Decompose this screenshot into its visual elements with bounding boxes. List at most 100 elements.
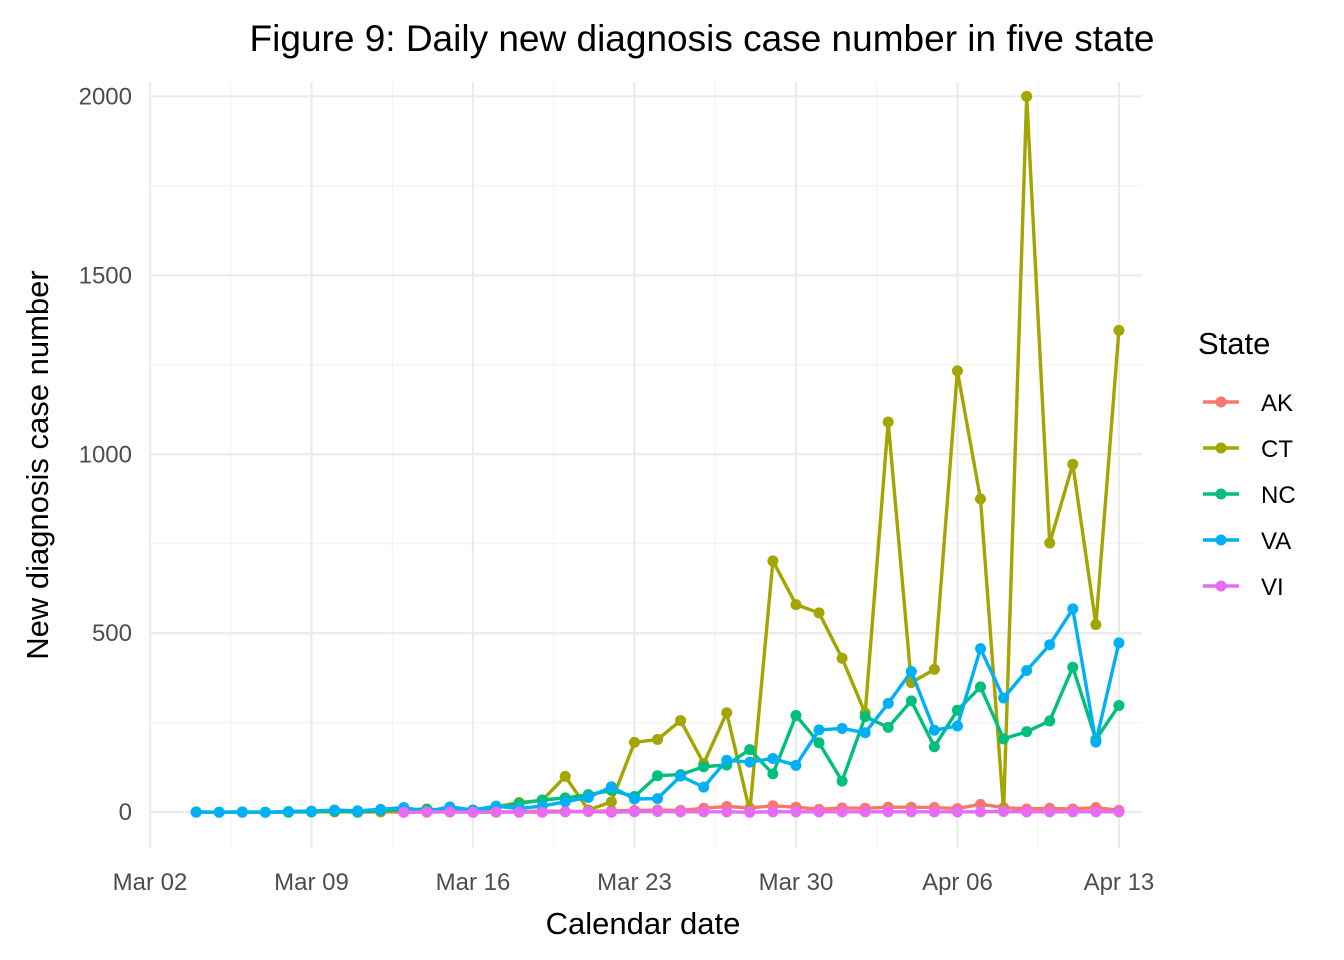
- data-point-nc: [1044, 715, 1056, 727]
- major-gridlines: [148, 82, 1142, 848]
- x-tick-label: Apr 13: [1084, 869, 1155, 896]
- data-point-vi: [605, 806, 617, 818]
- data-point-vi: [559, 806, 571, 818]
- data-point-nc: [859, 711, 871, 723]
- legend-label: VA: [1261, 528, 1291, 555]
- data-point-va: [859, 727, 871, 739]
- data-point-va: [282, 805, 294, 817]
- series-layer: [190, 90, 1125, 818]
- data-point-nc: [744, 744, 756, 756]
- data-point-ct: [1044, 537, 1056, 549]
- data-point-va: [605, 781, 617, 793]
- data-point-ct: [928, 663, 940, 675]
- series-line-vi: [403, 809, 1119, 814]
- y-axis-title: New diagnosis case number: [20, 270, 55, 659]
- data-point-vi: [905, 806, 917, 818]
- data-point-nc: [928, 741, 940, 753]
- y-axis-ticks: 0 500 1000 1500 2000: [79, 83, 132, 826]
- data-point-nc: [882, 721, 894, 733]
- data-point-va: [305, 805, 317, 817]
- data-point-va: [1090, 736, 1102, 748]
- legend-label: VI: [1261, 574, 1284, 601]
- legend-items: AK CT NC VA VI: [1203, 390, 1296, 601]
- data-point-va: [375, 803, 387, 815]
- legend-label: CT: [1261, 436, 1293, 463]
- legend-label: NC: [1261, 482, 1296, 509]
- series-vi: [398, 805, 1125, 818]
- data-point-va: [190, 806, 202, 818]
- chart-title: Figure 9: Daily new diagnosis case numbe…: [250, 18, 1155, 59]
- x-tick-label: Mar 02: [113, 869, 188, 896]
- y-tick-label: 500: [92, 620, 132, 647]
- data-point-nc: [998, 733, 1010, 745]
- data-point-va: [675, 770, 687, 782]
- minor-gridlines: [150, 82, 1142, 848]
- data-point-vi: [1113, 806, 1125, 818]
- data-point-nc: [975, 681, 987, 693]
- x-tick-label: Mar 30: [759, 869, 834, 896]
- legend-item-ct: CT: [1203, 436, 1293, 463]
- data-point-vi: [744, 806, 756, 818]
- data-point-ak: [975, 798, 987, 810]
- data-point-ct: [1113, 324, 1125, 336]
- data-point-vi: [1044, 806, 1056, 818]
- data-point-vi: [675, 806, 687, 818]
- y-tick-label: 2000: [79, 83, 132, 110]
- data-point-vi: [975, 806, 987, 818]
- data-point-va: [352, 805, 364, 817]
- data-point-ct: [559, 770, 571, 782]
- y-tick-label: 0: [119, 799, 132, 826]
- data-point-va: [951, 720, 963, 732]
- data-point-va: [975, 643, 987, 655]
- data-point-va: [1067, 603, 1079, 615]
- data-point-nc: [767, 768, 779, 780]
- data-point-ct: [836, 652, 848, 664]
- data-point-vi: [628, 806, 640, 818]
- x-tick-label: Mar 09: [274, 869, 349, 896]
- data-point-va: [790, 759, 802, 771]
- data-point-ct: [975, 493, 987, 505]
- data-point-vi: [536, 806, 548, 818]
- legend-key-point: [1215, 488, 1227, 500]
- data-point-ct: [790, 599, 802, 611]
- data-point-va: [259, 806, 271, 818]
- data-point-vi: [859, 806, 871, 818]
- data-point-va: [721, 754, 733, 766]
- data-point-va: [236, 806, 248, 818]
- data-point-vi: [998, 805, 1010, 817]
- legend-item-va: VA: [1203, 528, 1291, 555]
- data-point-nc: [813, 737, 825, 749]
- data-point-va: [213, 806, 225, 818]
- data-point-ct: [652, 734, 664, 746]
- data-point-vi: [513, 806, 525, 818]
- data-point-va: [1113, 637, 1125, 649]
- x-axis-title: Calendar date: [546, 906, 741, 941]
- data-point-nc: [1067, 661, 1079, 673]
- legend-key-point: [1215, 534, 1227, 546]
- data-point-va: [744, 756, 756, 768]
- data-point-ct: [1090, 619, 1102, 631]
- data-point-va: [767, 753, 779, 765]
- data-point-ct: [882, 416, 894, 428]
- data-point-ct: [675, 715, 687, 727]
- legend-key-point: [1215, 442, 1227, 454]
- data-point-vi: [698, 806, 710, 818]
- data-point-nc: [1021, 726, 1033, 738]
- data-point-vi: [398, 806, 410, 818]
- series-line-va: [196, 607, 1121, 814]
- x-tick-label: Mar 16: [436, 869, 511, 896]
- legend-item-vi: VI: [1203, 574, 1284, 601]
- data-point-vi: [444, 806, 456, 818]
- data-point-nc: [836, 775, 848, 787]
- data-point-va: [652, 793, 664, 805]
- data-point-nc: [905, 695, 917, 707]
- data-point-va: [882, 697, 894, 709]
- data-point-va: [998, 692, 1010, 704]
- data-point-va: [698, 781, 710, 793]
- x-axis-ticks: Mar 02 Mar 09 Mar 16 Mar 23 Mar 30 Apr 06 Apr …: [113, 869, 1155, 896]
- legend-item-nc: NC: [1203, 482, 1296, 509]
- data-point-vi: [882, 806, 894, 818]
- data-point-vi: [490, 806, 502, 818]
- data-point-vi: [836, 806, 848, 818]
